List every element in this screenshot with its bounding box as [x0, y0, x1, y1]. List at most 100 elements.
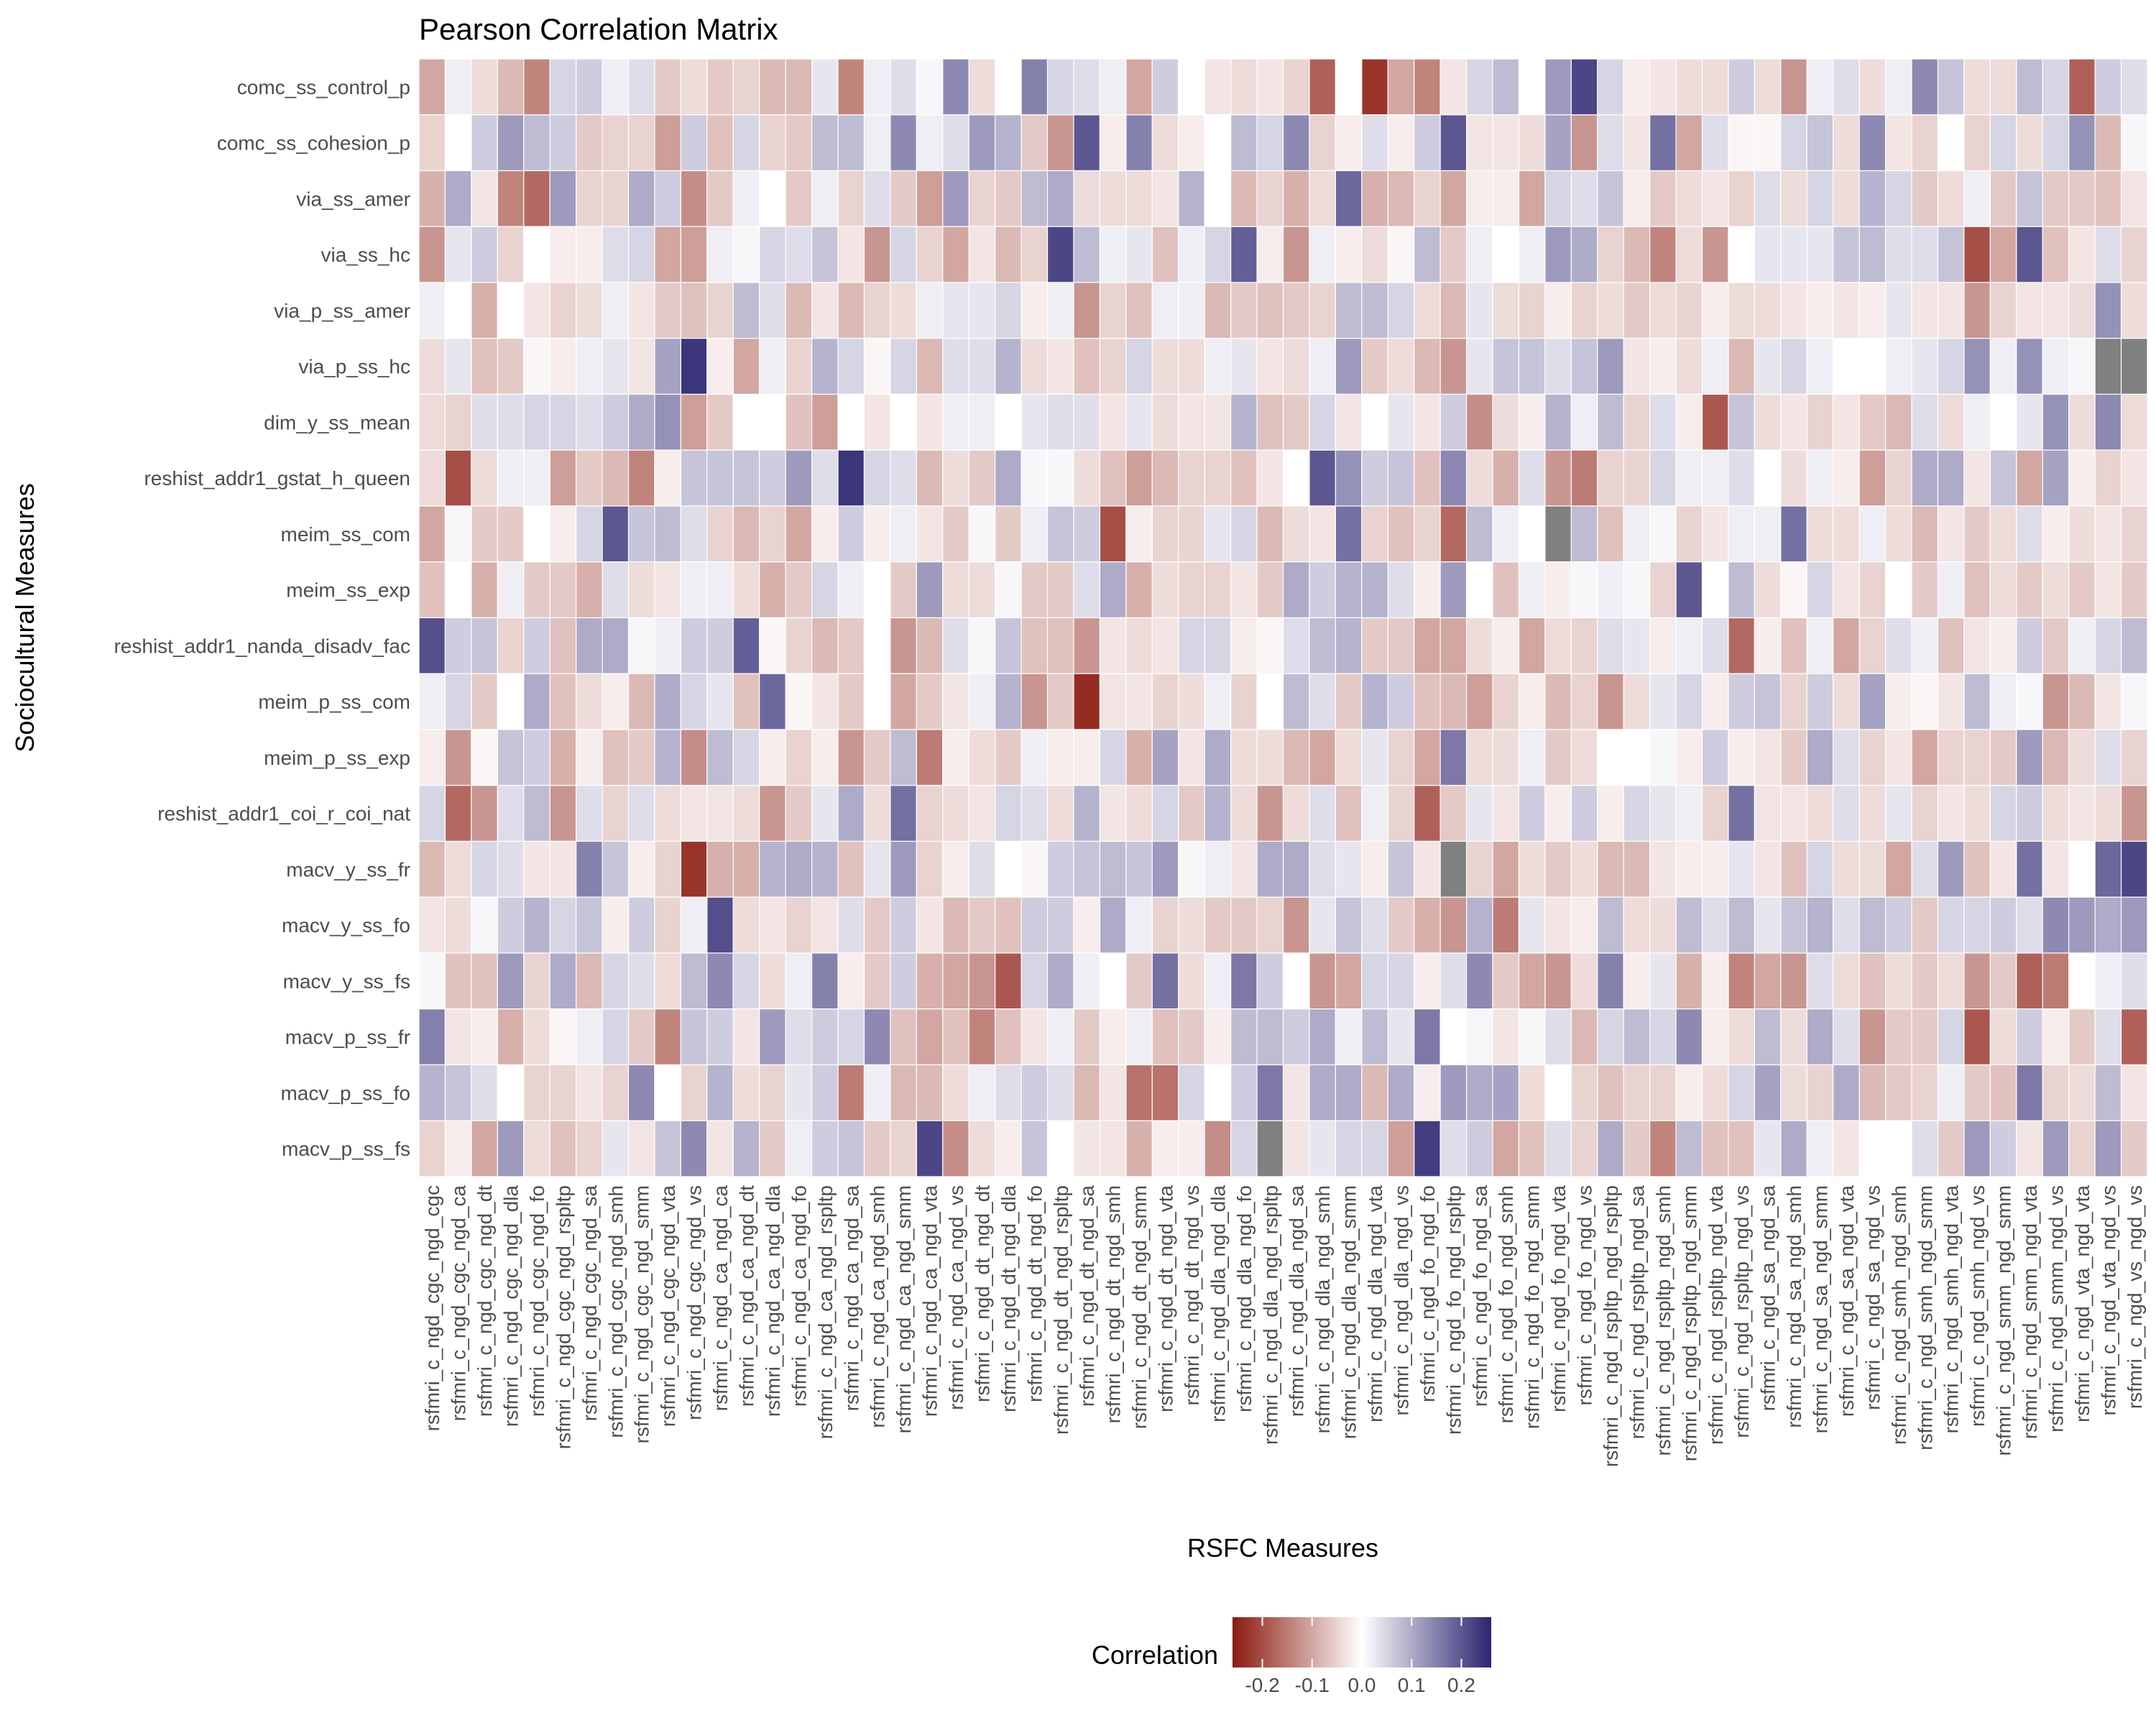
heatmap-cell	[1937, 1008, 1965, 1066]
heatmap-cell	[1989, 114, 2017, 172]
heatmap-cell	[1544, 114, 1572, 172]
heatmap-cell	[863, 170, 891, 227]
x-axis-title: RSFC Measures	[1187, 1533, 1378, 1563]
heatmap-cell	[1623, 226, 1651, 283]
heatmap-cell	[1256, 505, 1284, 563]
heatmap-cell	[1754, 1008, 1782, 1066]
x-tick-label: rsfmri_c_ngd_sa_ngd_smh	[1783, 1185, 1805, 1428]
heatmap-cell	[523, 729, 550, 786]
heatmap-cell	[916, 226, 944, 283]
heatmap-cell	[1963, 505, 1991, 563]
heatmap-cell	[1256, 561, 1284, 619]
heatmap-cell	[2120, 896, 2148, 954]
heatmap-cell	[1806, 952, 1834, 1010]
heatmap-cell	[1256, 785, 1284, 842]
heatmap-cell	[1963, 1008, 1991, 1066]
heatmap-cell	[1570, 170, 1598, 227]
heatmap-cell	[1282, 729, 1310, 786]
heatmap-cell	[627, 617, 655, 674]
heatmap-cell	[1937, 785, 1965, 842]
heatmap-cell	[1021, 673, 1049, 730]
heatmap-cell	[1204, 785, 1232, 842]
heatmap-cell	[732, 729, 760, 786]
heatmap-cell	[1675, 617, 1703, 674]
heatmap-cell	[1728, 1064, 1756, 1121]
heatmap-cell	[1544, 729, 1572, 786]
heatmap-cell	[1204, 840, 1232, 898]
y-tick-label: meim_ss_exp	[286, 579, 410, 602]
heatmap-cell	[1570, 1008, 1598, 1066]
heatmap-cell	[1414, 1064, 1441, 1121]
heatmap-cell	[1335, 952, 1363, 1010]
y-tick-label: macv_p_ss_fs	[282, 1138, 410, 1160]
heatmap-cell	[890, 561, 917, 619]
heatmap-cell	[1780, 282, 1807, 339]
heatmap-cell	[1492, 170, 1520, 227]
heatmap-cell	[2120, 840, 2148, 898]
heatmap-cell	[1465, 338, 1493, 395]
heatmap-cell	[942, 393, 969, 451]
heatmap-cell	[2016, 170, 2043, 227]
heatmap-cell	[732, 114, 760, 172]
heatmap-cell	[1937, 114, 1965, 172]
heatmap-cell	[1570, 393, 1598, 451]
heatmap-cell	[654, 449, 681, 507]
heatmap-cell	[759, 338, 786, 395]
heatmap-cell	[1858, 338, 1886, 395]
heatmap-cell	[732, 393, 760, 451]
heatmap-cell	[916, 505, 944, 563]
heatmap-cell	[942, 729, 969, 786]
heatmap-cell	[1099, 1120, 1127, 1177]
heatmap-cell	[1230, 896, 1258, 954]
heatmap-cell	[2016, 840, 2043, 898]
x-tick-label: rsfmri_c_ngd_dt_ngd_vs	[1181, 1185, 1203, 1406]
heatmap-cell	[602, 617, 630, 674]
heatmap-cell	[968, 1064, 996, 1121]
heatmap-cell	[995, 1008, 1022, 1066]
heatmap-cell	[1465, 785, 1493, 842]
heatmap-cell	[732, 1120, 760, 1177]
heatmap-cell	[1623, 952, 1651, 1010]
heatmap-cell	[418, 170, 446, 227]
heatmap-cell	[759, 1064, 786, 1121]
heatmap-cell	[497, 226, 525, 283]
heatmap-cell	[1414, 896, 1441, 954]
legend: Correlation -0.2 -0.1 0.0 0.1 0.2	[1092, 1617, 1491, 1696]
heatmap-cell	[680, 114, 708, 172]
heatmap-cell	[1911, 729, 1939, 786]
heatmap-cell	[1178, 617, 1205, 674]
heatmap-cell	[837, 840, 865, 898]
heatmap-cell	[1833, 673, 1860, 730]
heatmap-cell	[418, 449, 446, 507]
heatmap-cell	[654, 170, 681, 227]
heatmap-cell	[444, 449, 472, 507]
heatmap-cell	[1780, 1120, 1807, 1177]
heatmap-cell	[1099, 505, 1127, 563]
heatmap-cell	[1833, 840, 1860, 898]
heatmap-cell	[576, 1008, 603, 1066]
x-tick-label: rsfmri_c_ngd_ca_ngd_rspltp	[814, 1185, 837, 1439]
heatmap-cell	[2068, 1008, 2096, 1066]
heatmap-cell	[1125, 617, 1153, 674]
heatmap-cell	[680, 952, 708, 1010]
heatmap-cell	[627, 785, 655, 842]
x-tick-label: rsfmri_c_ngd_cgc_ngd_smm	[631, 1185, 653, 1444]
heatmap-cell	[680, 58, 708, 116]
heatmap-cell	[1833, 1120, 1860, 1177]
x-tick-label: rsfmri_c_ngd_cgc_ngd_ca	[448, 1185, 470, 1422]
heatmap-cell	[1309, 952, 1336, 1010]
heatmap-cell	[1439, 1008, 1468, 1066]
heatmap-cell	[1021, 785, 1049, 842]
heatmap-cell	[1256, 393, 1284, 451]
heatmap-cell	[1858, 673, 1886, 730]
heatmap-cell	[444, 58, 472, 116]
heatmap-cell	[654, 785, 681, 842]
x-tick-label: rsfmri_c_ngd_cgc_ngd_rspltp	[552, 1185, 574, 1449]
heatmap-cell	[1387, 840, 1415, 898]
heatmap-cell	[523, 840, 550, 898]
y-tick-label: meim_p_ss_exp	[264, 747, 410, 769]
heatmap-cell	[1885, 170, 1912, 227]
heatmap-cell	[576, 226, 603, 283]
heatmap-cell	[1806, 226, 1834, 283]
heatmap-cell	[523, 1064, 550, 1121]
